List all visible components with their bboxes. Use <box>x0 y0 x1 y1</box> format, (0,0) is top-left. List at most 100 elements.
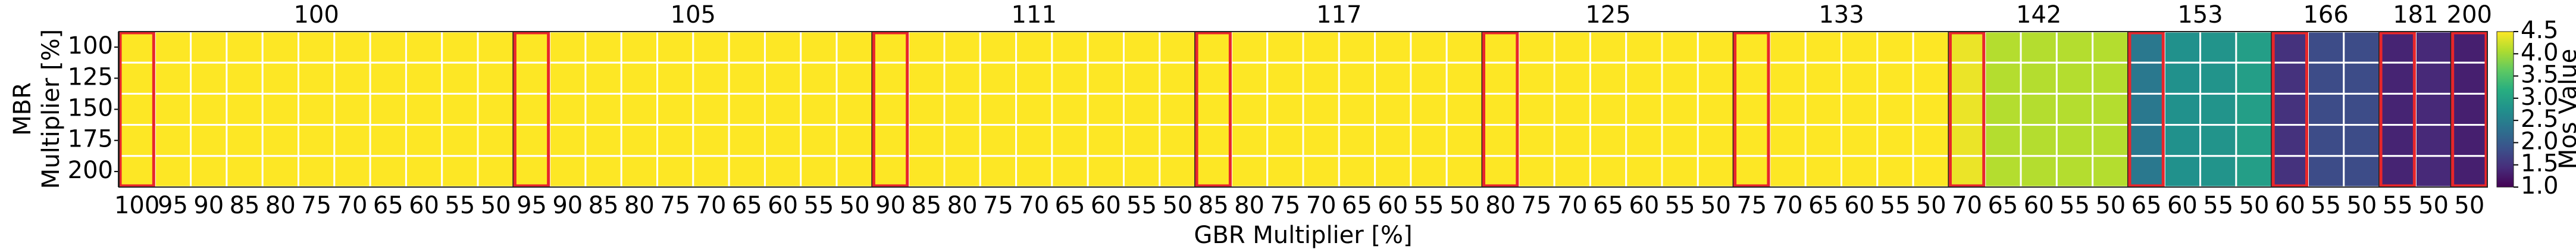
heatmap-cell <box>656 30 694 64</box>
heatmap-cell <box>1661 61 1699 95</box>
heatmap-cell <box>512 30 551 64</box>
group-label: 105 <box>671 1 716 29</box>
heatmap-cell <box>477 61 515 95</box>
heatmap-cell <box>2306 30 2345 64</box>
heatmap-cell <box>620 92 659 126</box>
heatmap-cell <box>979 124 1018 157</box>
heatmap-cell <box>154 155 192 188</box>
heatmap-cell <box>728 124 766 157</box>
heatmap-cell <box>2127 155 2165 188</box>
heatmap-cell <box>1841 30 1879 64</box>
heatmap-cell <box>1841 61 1879 95</box>
heatmap-cell <box>2235 92 2273 126</box>
heatmap-cell <box>1948 155 1986 188</box>
heatmap-cell <box>441 124 479 157</box>
heatmap-cell <box>477 155 515 188</box>
highlight-box <box>513 31 550 188</box>
highlight-box <box>2379 31 2416 188</box>
x-tick-label: 80 <box>1234 192 1264 219</box>
heatmap-cell <box>835 124 874 157</box>
heatmap-cell <box>1733 124 1771 157</box>
x-tick-label: 60 <box>1378 192 1408 219</box>
heatmap-cell <box>1769 30 1807 64</box>
heatmap-cell <box>1051 92 1089 126</box>
heatmap-cell <box>763 30 802 64</box>
heatmap-cell <box>763 61 802 95</box>
heatmap-cell <box>549 155 587 188</box>
heatmap-cell <box>1482 92 1520 126</box>
heatmap-cell <box>584 61 622 95</box>
heatmap-cell <box>2055 30 2094 64</box>
heatmap-cell <box>2378 155 2417 188</box>
heatmap-cell <box>154 92 192 126</box>
heatmap-cell <box>1912 30 1950 64</box>
x-tick-label: 65 <box>373 192 403 219</box>
x-tick-label: 85 <box>1198 192 1229 219</box>
heatmap-cell <box>1338 61 1376 95</box>
heatmap-cell <box>154 124 192 157</box>
heatmap-cell <box>656 124 694 157</box>
heatmap-cell <box>2306 155 2345 188</box>
heatmap-cell <box>549 30 587 64</box>
x-tick-label: 100 <box>114 192 159 219</box>
heatmap-cell <box>1589 61 1627 95</box>
group-label: 100 <box>293 1 339 29</box>
heatmap-cell <box>1302 61 1340 95</box>
heatmap-cell <box>835 155 874 188</box>
highlight-box <box>872 31 909 188</box>
heatmap-cell <box>1804 61 1843 95</box>
x-tick-label: 70 <box>1952 192 1982 219</box>
heatmap-cell <box>800 155 838 188</box>
heatmap-cell <box>477 92 515 126</box>
highlight-box <box>2271 31 2308 188</box>
group-label: 181 <box>2393 1 2438 29</box>
heatmap-cell <box>1410 61 1448 95</box>
heatmap-cell <box>2199 30 2237 64</box>
heatmap-cell <box>2020 61 2058 95</box>
heatmap-cell <box>1374 124 1412 157</box>
heatmap-cell <box>1266 92 1304 126</box>
heatmap-cell <box>1374 61 1412 95</box>
heatmap-cell <box>2343 124 2381 157</box>
heatmap-cell <box>1948 61 1986 95</box>
x-tick-label: 55 <box>1880 192 1911 219</box>
heatmap-cell <box>1876 155 1914 188</box>
x-tick-label: 50 <box>1162 192 1192 219</box>
heatmap-cell <box>118 124 156 157</box>
heatmap-cell <box>907 92 946 126</box>
heatmap-cell <box>1374 30 1412 64</box>
heatmap-cell <box>1625 155 1663 188</box>
x-tick-label: 50 <box>2454 192 2484 219</box>
heatmap-cell <box>2343 61 2381 95</box>
heatmap-cell <box>871 30 910 64</box>
heatmap-cell <box>1697 92 1735 126</box>
heatmap-cell <box>1015 124 1053 157</box>
heatmap-cell <box>512 61 551 95</box>
heatmap-cell <box>405 30 443 64</box>
heatmap-cell <box>1948 30 1986 64</box>
heatmap-cell <box>1553 92 1591 126</box>
group-label: 111 <box>1012 1 1057 29</box>
x-tick-label: 50 <box>840 192 870 219</box>
heatmap-cell <box>800 61 838 95</box>
heatmap-cell <box>1410 155 1448 188</box>
x-tick-label: 55 <box>2383 192 2413 219</box>
heatmap-cell <box>800 92 838 126</box>
heatmap-cell <box>190 92 228 126</box>
heatmap-cell <box>1015 155 1053 188</box>
heatmap-cell <box>1661 124 1699 157</box>
heatmap-cell <box>1733 92 1771 126</box>
heatmap-cell <box>692 124 730 157</box>
heatmap-cell <box>2092 61 2130 95</box>
heatmap-cell <box>1804 155 1843 188</box>
heatmap-cell <box>549 124 587 157</box>
heatmap-cell <box>477 124 515 157</box>
heatmap-cell <box>1015 92 1053 126</box>
heatmap-cell <box>2127 124 2165 157</box>
heatmap-cell <box>1087 61 1125 95</box>
heatmap-cell <box>1589 124 1627 157</box>
heatmap-cell <box>2163 124 2202 157</box>
heatmap-cell <box>1912 61 1950 95</box>
x-tick-label: 75 <box>660 192 690 219</box>
group-label: 200 <box>2447 1 2492 29</box>
